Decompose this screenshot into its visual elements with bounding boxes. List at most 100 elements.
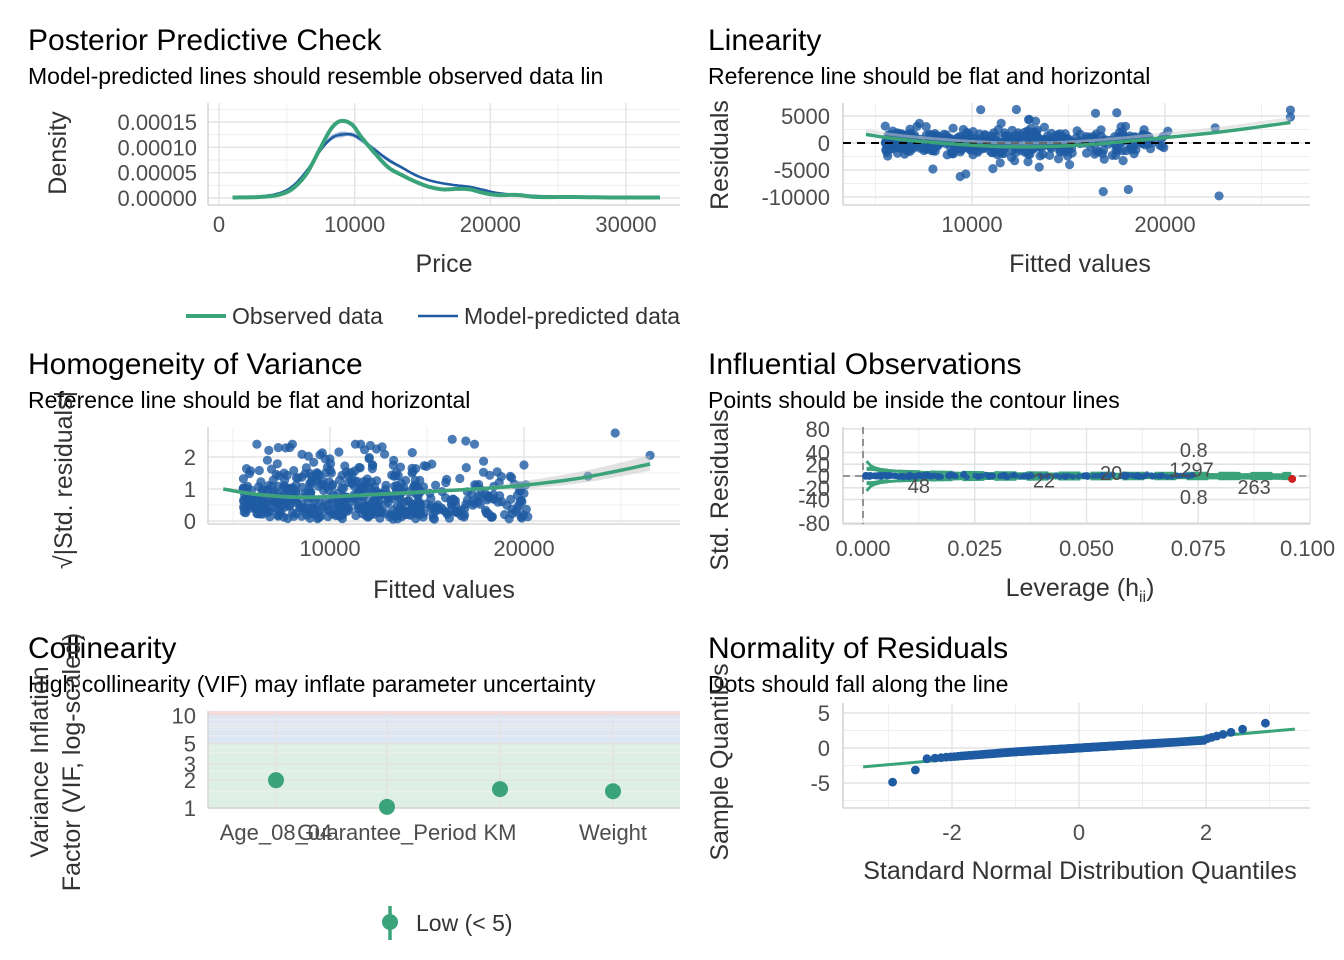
homogeneity-point (297, 449, 307, 459)
residual-point (1065, 160, 1075, 170)
residual-point (1034, 162, 1044, 172)
collinearity-y-axis-label-line2: Factor (VIF, log-scaled) (58, 633, 86, 891)
legend-low-swatch-dot (382, 914, 398, 930)
influence-point-label: 1297 (1169, 460, 1214, 482)
normality-x-tick-labels: -2 0 2 (942, 820, 1212, 845)
influence-point (1056, 473, 1063, 480)
col-x-tick: Weight (579, 820, 647, 845)
ppc-y-tick: 0.00005 (117, 161, 197, 186)
residual-point (881, 145, 891, 155)
influence-point (1001, 471, 1008, 478)
normality-y-axis-label: Sample Quantiles (706, 663, 734, 860)
residual-point (1051, 131, 1061, 141)
influential-y-axis-label: Std. Residuals (706, 409, 734, 570)
residual-point (880, 121, 890, 131)
homogeneity-point (455, 473, 465, 484)
homogeneity-point (282, 470, 292, 480)
residual-point (1116, 122, 1126, 132)
col-x-tick: Guarantee_Period (297, 820, 477, 845)
qq-point (1261, 718, 1270, 728)
homogeneity-title: Homogeneity of Variance (28, 348, 363, 381)
lin-x-tick: 10000 (941, 212, 1002, 237)
inf-x-tick: 0.000 (835, 536, 890, 561)
ppc-y-axis-label: Density (44, 111, 72, 195)
homogeneity-outlier-point (461, 436, 471, 446)
residual-point (1023, 157, 1033, 167)
residual-point (1010, 156, 1020, 166)
normality-title: Normality of Residuals (708, 632, 1008, 665)
homogeneity-point (326, 459, 336, 469)
ppc-x-axis-label: Price (416, 250, 473, 278)
homogeneity-point (316, 511, 326, 521)
homogeneity-point (368, 494, 379, 504)
qq-point (1226, 727, 1236, 737)
linearity-title: Linearity (708, 24, 821, 57)
residual-point (995, 158, 1005, 168)
homogeneity-point (297, 472, 307, 482)
homogeneity-point (281, 443, 291, 453)
homogeneity-outlier-point (500, 509, 510, 520)
influence-point (936, 473, 943, 479)
influence-point (1182, 472, 1189, 479)
homogeneity-x-axis-label: Fitted values (373, 576, 515, 604)
qq-point (922, 754, 932, 764)
hom-y-tick: 2 (184, 445, 196, 470)
hom-y-tick: 1 (184, 477, 196, 502)
homogeneity-point (318, 504, 328, 514)
ppc-x-tick: 0 (213, 212, 225, 237)
hom-x-tick: 20000 (493, 536, 554, 561)
homogeneity-point (309, 506, 319, 516)
linearity-y-axis-label: Residuals (706, 100, 734, 210)
inf-y-tick: -40 (798, 488, 830, 513)
influence-point (985, 473, 992, 480)
homogeneity-point (419, 461, 429, 471)
homogeneity-points (238, 428, 655, 524)
influence-point (1025, 473, 1032, 480)
qq-point (1218, 730, 1228, 739)
col-y-tick: 10 (172, 704, 196, 729)
homogeneity-point (393, 514, 403, 524)
influence-point (1109, 471, 1116, 478)
normality-panel: Normality of Residuals Dots should fall … (706, 632, 1310, 885)
homogeneity-point (385, 512, 395, 522)
influential-panel: Influential Observations Points should b… (706, 348, 1335, 606)
homogeneity-point (521, 504, 531, 514)
col-y-tick: 1 (184, 796, 196, 821)
homogeneity-point (460, 503, 470, 514)
homogeneity-point (517, 497, 527, 507)
lin-y-tick: 0 (818, 131, 830, 156)
residual-point (907, 142, 917, 152)
linearity-x-tick-labels: 10000 20000 (941, 212, 1195, 237)
homogeneity-point (353, 500, 363, 511)
col-x-tick: KM (484, 820, 517, 845)
homogeneity-point (363, 508, 373, 519)
homogeneity-point (431, 480, 441, 490)
homogeneity-point (389, 471, 399, 481)
homogeneity-point (333, 496, 343, 506)
collinearity-legend: Low (< 5) (382, 906, 513, 940)
homogeneity-point (323, 511, 333, 522)
ppc-panel: Posterior Predictive Check Model-predict… (28, 24, 680, 329)
residual-point (976, 105, 986, 115)
vif-point (379, 798, 395, 815)
homogeneity-point (275, 508, 285, 519)
col-y-tick: 2 (184, 768, 196, 793)
influence-outlier-point (1288, 474, 1297, 483)
influence-point (1094, 472, 1101, 479)
homogeneity-smooth-line (222, 455, 651, 500)
homogeneity-point (426, 494, 436, 504)
homogeneity-point (238, 474, 248, 484)
homogeneity-outlier-point (447, 434, 457, 444)
influential-title: Influential Observations (708, 348, 1022, 381)
residual-point (1157, 141, 1167, 151)
ppc-subtitle: Model-predicted lines should resemble ob… (28, 63, 603, 89)
ppc-y-tick: 0.00010 (117, 135, 197, 160)
ppc-density-lines (232, 118, 660, 200)
contour-label-bottom: 0.8 (1180, 487, 1208, 509)
ppc-x-tick: 20000 (460, 212, 521, 237)
homogeneity-point (494, 478, 504, 488)
